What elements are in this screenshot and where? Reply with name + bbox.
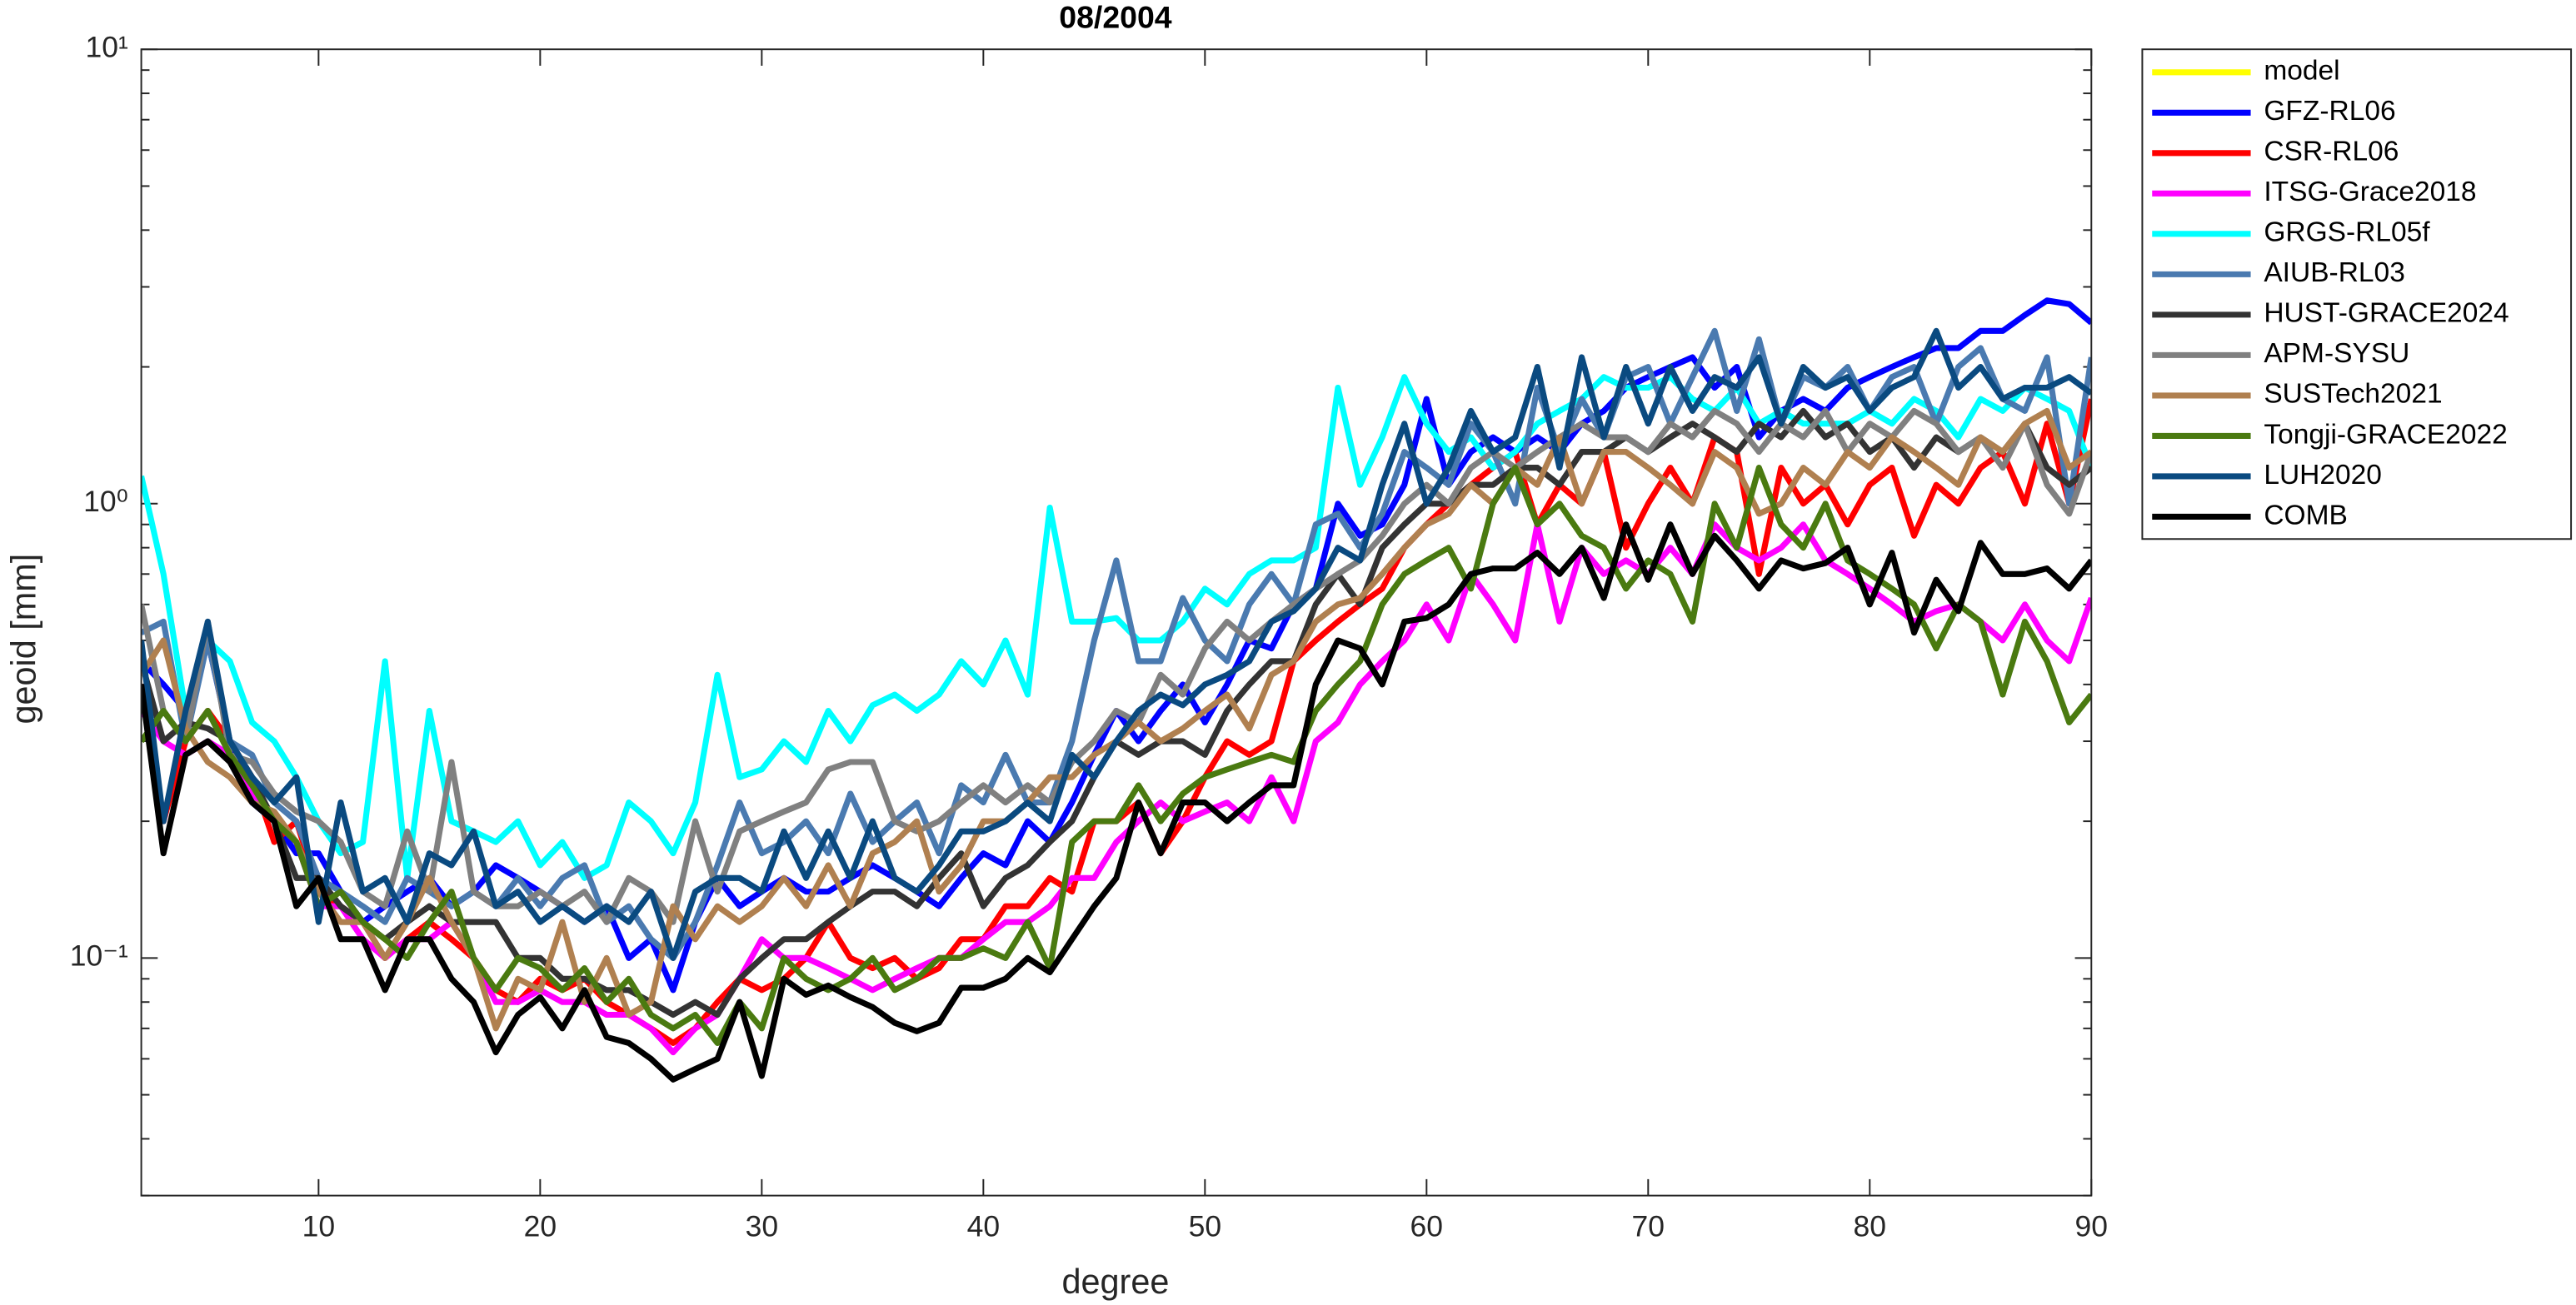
chart-title: 08/2004 — [1059, 0, 1172, 35]
y-axis-label: geoid [mm] — [4, 554, 42, 725]
legend-box — [2141, 48, 2573, 540]
x-axis-label: degree — [1061, 1263, 1169, 1301]
series-line — [141, 465, 2092, 1046]
x-tick-label: 70 — [1632, 1209, 1665, 1243]
x-tick-label: 30 — [746, 1209, 778, 1243]
y-tick-label: 10⁰ — [83, 485, 128, 518]
legend-label: CSR-RL06 — [2264, 137, 2399, 167]
legend-label: AIUB-RL03 — [2264, 257, 2405, 288]
legend-label: GFZ-RL06 — [2264, 96, 2395, 127]
x-tick-label: 60 — [1410, 1209, 1443, 1243]
x-tick-label: 80 — [1854, 1209, 1886, 1243]
legend-label: SUSTech2021 — [2264, 379, 2442, 410]
series-line — [141, 407, 2092, 925]
x-tick-label: 10 — [302, 1209, 335, 1243]
series-line — [141, 521, 2092, 1083]
legend-label: COMB — [2264, 500, 2348, 530]
y-tick-label: 10⁻¹ — [70, 939, 128, 973]
legend-label: HUST-GRACE2024 — [2264, 298, 2509, 329]
y-tick-label: 10¹ — [86, 31, 128, 64]
x-tick-label: 90 — [2075, 1209, 2108, 1243]
legend-label: GRGS-RL05f — [2264, 217, 2430, 248]
x-tick-label: 40 — [967, 1209, 1000, 1243]
axes-frame — [140, 48, 2093, 1197]
x-tick-label: 50 — [1189, 1209, 1221, 1243]
legend-label: Tongji-GRACE2022 — [2264, 419, 2507, 450]
legend-label: LUH2020 — [2264, 460, 2382, 491]
legend-label: model — [2264, 56, 2339, 87]
series-line — [141, 374, 2092, 881]
series-line — [141, 327, 2092, 961]
x-tick-label: 20 — [524, 1209, 557, 1243]
legend-label: APM-SYSU — [2264, 338, 2409, 369]
legend-label: ITSG-Grace2018 — [2264, 177, 2476, 207]
series-line — [141, 327, 2092, 961]
